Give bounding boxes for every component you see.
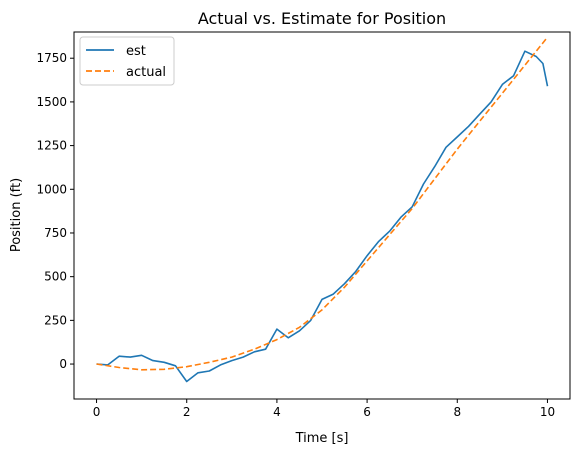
plot-frame xyxy=(73,31,571,400)
x-axis-label: Time [s] xyxy=(295,431,349,446)
y-tick-label: 1250 xyxy=(36,139,67,153)
plot-lines xyxy=(96,36,549,383)
series-est-line xyxy=(96,50,549,383)
x-tick-label: 10 xyxy=(540,405,555,419)
x-tick-label: 2 xyxy=(183,405,191,419)
y-tick-label: 0 xyxy=(59,357,67,371)
legend-est-label: est xyxy=(126,44,146,59)
y-tick-label: 250 xyxy=(44,313,67,327)
x-tick-label: 8 xyxy=(453,405,461,419)
legend-box xyxy=(79,36,175,86)
y-ticks: 0 250 500 750 1000 1250 1500 1750 xyxy=(36,51,74,371)
y-tick-label: 500 xyxy=(44,270,67,284)
y-axis-label: Position (ft) xyxy=(9,178,24,252)
legend: est actual xyxy=(79,36,175,86)
x-tick-label: 4 xyxy=(273,405,281,419)
x-tick-label: 0 xyxy=(93,405,101,419)
y-tick-label: 750 xyxy=(44,226,67,240)
y-tick-label: 1000 xyxy=(36,182,67,196)
y-tick-label: 1500 xyxy=(36,95,67,109)
series-actual-line xyxy=(96,36,549,371)
x-ticks: 0 2 4 6 8 10 xyxy=(93,399,555,419)
x-tick-label: 6 xyxy=(363,405,371,419)
legend-actual-label: actual xyxy=(126,65,166,80)
chart-title: Actual vs. Estimate for Position xyxy=(198,9,446,28)
y-tick-label: 1750 xyxy=(36,51,67,65)
